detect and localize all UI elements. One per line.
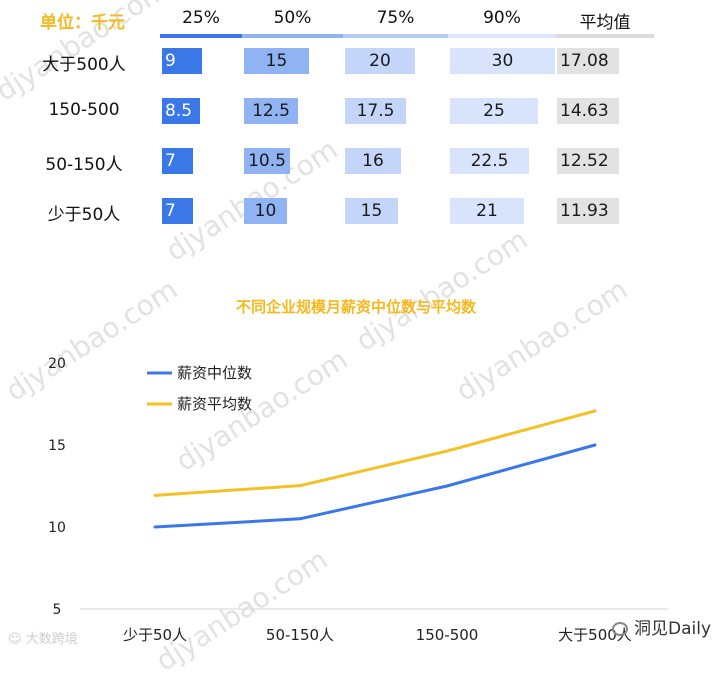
- table-cell: 25: [450, 98, 538, 124]
- data-point: [445, 484, 449, 488]
- table-cell: 12.52: [557, 148, 619, 174]
- table-cell: 17.5: [345, 98, 406, 124]
- column-header-underline: [556, 34, 654, 38]
- unit-label: 单位：千元: [40, 13, 125, 33]
- table-cell: 21: [450, 198, 524, 224]
- wechat-icon: [612, 622, 628, 636]
- table-cell: 10: [244, 198, 287, 224]
- logo-right-text: 洞见Daily: [634, 619, 712, 639]
- table-cell: 7: [162, 148, 193, 174]
- logo-left-text: 大数跨境: [25, 632, 78, 647]
- table-cell: 9: [162, 48, 202, 74]
- data-point: [298, 484, 302, 488]
- table-cell: 10.5: [244, 148, 290, 174]
- x-tick-label: 150-500: [416, 626, 479, 644]
- data-point: [593, 443, 597, 447]
- table-cell: 22.5: [450, 148, 529, 174]
- percentile-table: 单位：千元 25% 50% 75% 90% 平均值 大于500人 9 15 20 30 17.08…: [0, 0, 712, 240]
- column-header-underline: [242, 34, 343, 38]
- column-header: 90%: [483, 8, 521, 28]
- series-line-mean: [154, 409, 596, 497]
- table-cell: 15: [244, 48, 309, 74]
- row-label: 50-150人: [45, 155, 123, 175]
- row-label: 少于50人: [47, 205, 121, 225]
- y-tick-label: 15: [48, 438, 66, 454]
- table-cell: 15: [345, 198, 398, 224]
- table-cell: 8.5: [162, 98, 200, 124]
- table-cell: 11.93: [557, 198, 619, 224]
- data-point: [153, 493, 157, 497]
- data-point: [298, 517, 302, 521]
- table-cell: 7: [162, 198, 193, 224]
- x-tick-label: 50-150人: [266, 626, 334, 644]
- data-point: [593, 409, 597, 413]
- row-label: 大于500人: [42, 55, 126, 75]
- column-header-underline: [160, 34, 242, 38]
- y-tick-label: 10: [48, 520, 66, 536]
- table-cell: 17.08: [557, 48, 619, 74]
- data-point: [445, 449, 449, 453]
- column-header: 25%: [182, 8, 220, 28]
- y-tick-label: 5: [53, 602, 62, 618]
- data-point: [153, 525, 157, 529]
- row-label: 150-500: [48, 100, 120, 120]
- x-tick-label: 少于50人: [123, 626, 187, 644]
- y-tick-label: 20: [48, 356, 66, 372]
- legend-label: 薪资中位数: [177, 364, 252, 382]
- table-cell: 12.5: [244, 98, 298, 124]
- logo-dashu: ☺ 大数跨境: [8, 628, 78, 647]
- series-line-median: [154, 443, 596, 529]
- column-header-underline: [343, 34, 448, 38]
- column-header-underline: [448, 34, 556, 38]
- legend-label: 薪资平均数: [177, 395, 252, 413]
- logo-dongjian: 洞见Daily: [612, 614, 711, 639]
- table-cell: 30: [450, 48, 555, 74]
- table-cell: 14.63: [557, 98, 619, 124]
- table-cell: 20: [345, 48, 415, 74]
- logo-icon: ☺: [8, 632, 22, 647]
- table-cell: 16: [345, 148, 401, 174]
- chart-title: 不同企业规模月薪资中位数与平均数: [235, 298, 476, 316]
- column-header: 50%: [273, 8, 312, 28]
- column-header: 平均值: [579, 13, 631, 33]
- column-header: 75%: [376, 8, 415, 28]
